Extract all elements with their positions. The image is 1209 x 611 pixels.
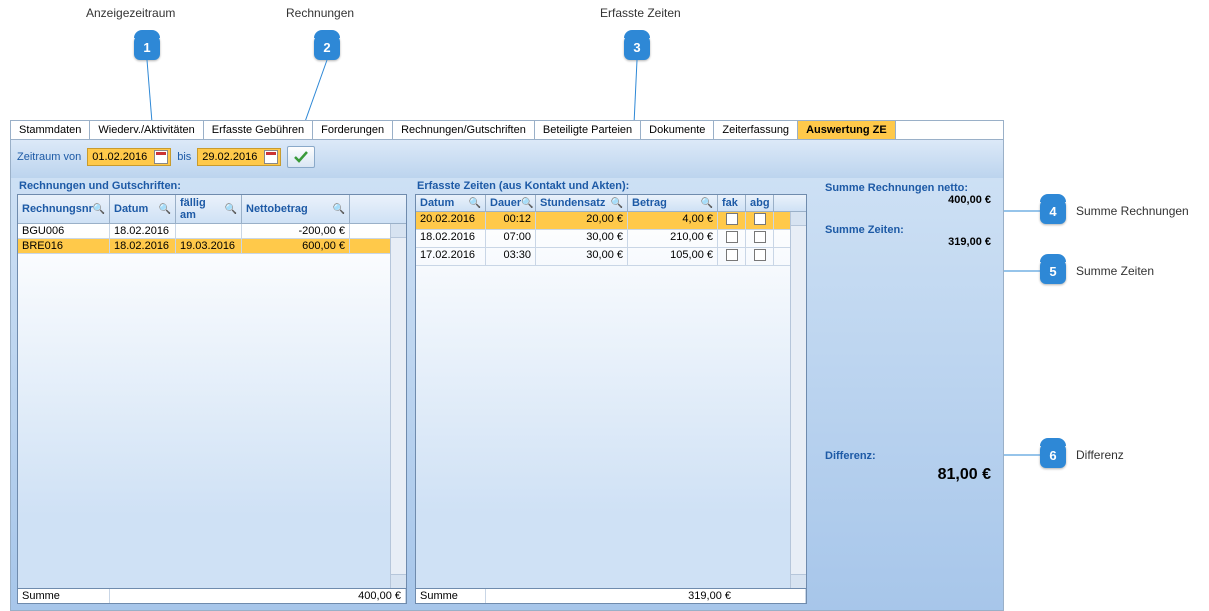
summary-invoices-value: 400,00 € (825, 194, 991, 206)
column-header[interactable]: Betrag🔍 (628, 195, 718, 211)
column-header[interactable]: fak (718, 195, 746, 211)
column-header[interactable]: Stundensatz🔍 (536, 195, 628, 211)
summary-panel: Summe Rechnungen netto: 400,00 € Summe Z… (815, 178, 997, 604)
times-grid: Datum🔍Dauer🔍Stundensatz🔍Betrag🔍fakabg 20… (415, 194, 807, 604)
summary-diff-value: 81,00 € (825, 466, 991, 484)
calendar-icon[interactable] (264, 150, 278, 164)
scrollbar-vertical[interactable] (390, 224, 406, 588)
times-panel: Erfasste Zeiten (aus Kontakt und Akten):… (415, 178, 807, 604)
callout-label-6: Differenz (1076, 448, 1124, 462)
date-to-input[interactable] (200, 150, 264, 164)
invoices-header: Rechnungsnr🔍Datum🔍fällig am🔍Nettobetrag🔍 (18, 195, 406, 224)
filter-icon[interactable]: 🔍 (159, 204, 171, 215)
callout-badge-6: 6 (1040, 442, 1066, 468)
checkbox-fak[interactable] (726, 249, 738, 261)
label-zeitraum-von: Zeitraum von (17, 151, 81, 163)
tab-dokumente[interactable]: Dokumente (641, 121, 714, 139)
callout-label-5: Summe Zeiten (1076, 264, 1154, 278)
footer-value: 319,00 € (486, 589, 806, 603)
checkbox-fak[interactable] (726, 213, 738, 225)
apply-button[interactable] (287, 146, 315, 168)
invoices-title: Rechnungen und Gutschriften: (17, 178, 407, 194)
table-row[interactable]: 20.02.201600:1220,00 €4,00 € (416, 212, 806, 230)
filter-icon[interactable]: 🔍 (333, 204, 345, 215)
date-from-field[interactable] (87, 148, 171, 166)
callout-label-1: Anzeigezeitraum (86, 6, 175, 20)
scrollbar-vertical[interactable] (790, 212, 806, 588)
column-header[interactable]: Rechnungsnr🔍 (18, 195, 110, 223)
date-to-field[interactable] (197, 148, 281, 166)
checkmark-icon (293, 150, 309, 164)
tab-zeiterfassung[interactable]: Zeiterfassung (714, 121, 798, 139)
tab-stammdaten[interactable]: Stammdaten (11, 121, 90, 139)
times-title: Erfasste Zeiten (aus Kontakt und Akten): (415, 178, 807, 194)
callout-label-3: Erfasste Zeiten (600, 6, 681, 20)
filter-icon[interactable]: 🔍 (93, 204, 105, 215)
footer-label: Summe (18, 589, 110, 603)
summary-invoices-label: Summe Rechnungen netto: (825, 182, 968, 194)
summary-diff-label: Differenz: (825, 450, 876, 462)
column-header[interactable]: Datum🔍 (416, 195, 486, 211)
invoices-rows: BGU00618.02.2016-200,00 €BRE01618.02.201… (18, 224, 406, 588)
callout-label-4: Summe Rechnungen (1076, 204, 1189, 218)
invoices-grid: Rechnungsnr🔍Datum🔍fällig am🔍Nettobetrag🔍… (17, 194, 407, 604)
filter-icon[interactable]: 🔍 (701, 198, 713, 209)
column-header[interactable]: Nettobetrag🔍 (242, 195, 350, 223)
times-rows: 20.02.201600:1220,00 €4,00 €18.02.201607… (416, 212, 806, 588)
callout-badge-4: 4 (1040, 198, 1066, 224)
column-header[interactable]: Dauer🔍 (486, 195, 536, 211)
invoices-panel: Rechnungen und Gutschriften: Rechnungsnr… (17, 178, 407, 604)
body-area: Rechnungen und Gutschriften: Rechnungsnr… (11, 178, 1003, 610)
callout-badge-1: 1 (134, 34, 160, 60)
table-row[interactable]: BGU00618.02.2016-200,00 € (18, 224, 406, 239)
table-row[interactable]: 18.02.201607:0030,00 €210,00 € (416, 230, 806, 248)
summary-times-label: Summe Zeiten: (825, 224, 904, 236)
label-bis: bis (177, 151, 191, 163)
table-row[interactable]: 17.02.201603:3030,00 €105,00 € (416, 248, 806, 266)
times-header: Datum🔍Dauer🔍Stundensatz🔍Betrag🔍fakabg (416, 195, 806, 212)
column-header[interactable]: Datum🔍 (110, 195, 176, 223)
filter-icon[interactable]: 🔍 (611, 198, 623, 209)
filter-icon[interactable]: 🔍 (469, 198, 481, 209)
tab-forderungen[interactable]: Forderungen (313, 121, 393, 139)
checkbox-abg[interactable] (754, 249, 766, 261)
tab-rechnungen-gutschriften[interactable]: Rechnungen/Gutschriften (393, 121, 535, 139)
filter-icon[interactable]: 🔍 (521, 198, 533, 209)
callout-badge-2: 2 (314, 34, 340, 60)
column-header[interactable]: abg (746, 195, 774, 211)
app-window: StammdatenWiederv./AktivitätenErfasste G… (10, 120, 1004, 611)
footer-label: Summe (416, 589, 486, 603)
callout-badge-5: 5 (1040, 258, 1066, 284)
checkbox-abg[interactable] (754, 213, 766, 225)
footer-value: 400,00 € (110, 589, 406, 603)
times-footer: Summe 319,00 € (416, 588, 806, 603)
tab-beteiligte-parteien[interactable]: Beteiligte Parteien (535, 121, 641, 139)
column-header[interactable]: fällig am🔍 (176, 195, 242, 223)
calendar-icon[interactable] (154, 150, 168, 164)
tab-wiederv-aktivit-ten[interactable]: Wiederv./Aktivitäten (90, 121, 203, 139)
callout-badge-3: 3 (624, 34, 650, 60)
summary-times-value: 319,00 € (825, 236, 991, 248)
filter-icon[interactable]: 🔍 (225, 204, 237, 215)
checkbox-fak[interactable] (726, 231, 738, 243)
date-range-toolbar: Zeitraum von bis (11, 140, 1003, 178)
invoices-footer: Summe 400,00 € (18, 588, 406, 603)
tab-bar: StammdatenWiederv./AktivitätenErfasste G… (11, 121, 1003, 140)
callout-label-2: Rechnungen (286, 6, 354, 20)
checkbox-abg[interactable] (754, 231, 766, 243)
tab-auswertung-ze[interactable]: Auswertung ZE (798, 121, 896, 139)
date-from-input[interactable] (90, 150, 154, 164)
table-row[interactable]: BRE01618.02.201619.03.2016600,00 € (18, 239, 406, 254)
tab-erfasste-geb-hren[interactable]: Erfasste Gebühren (204, 121, 313, 139)
